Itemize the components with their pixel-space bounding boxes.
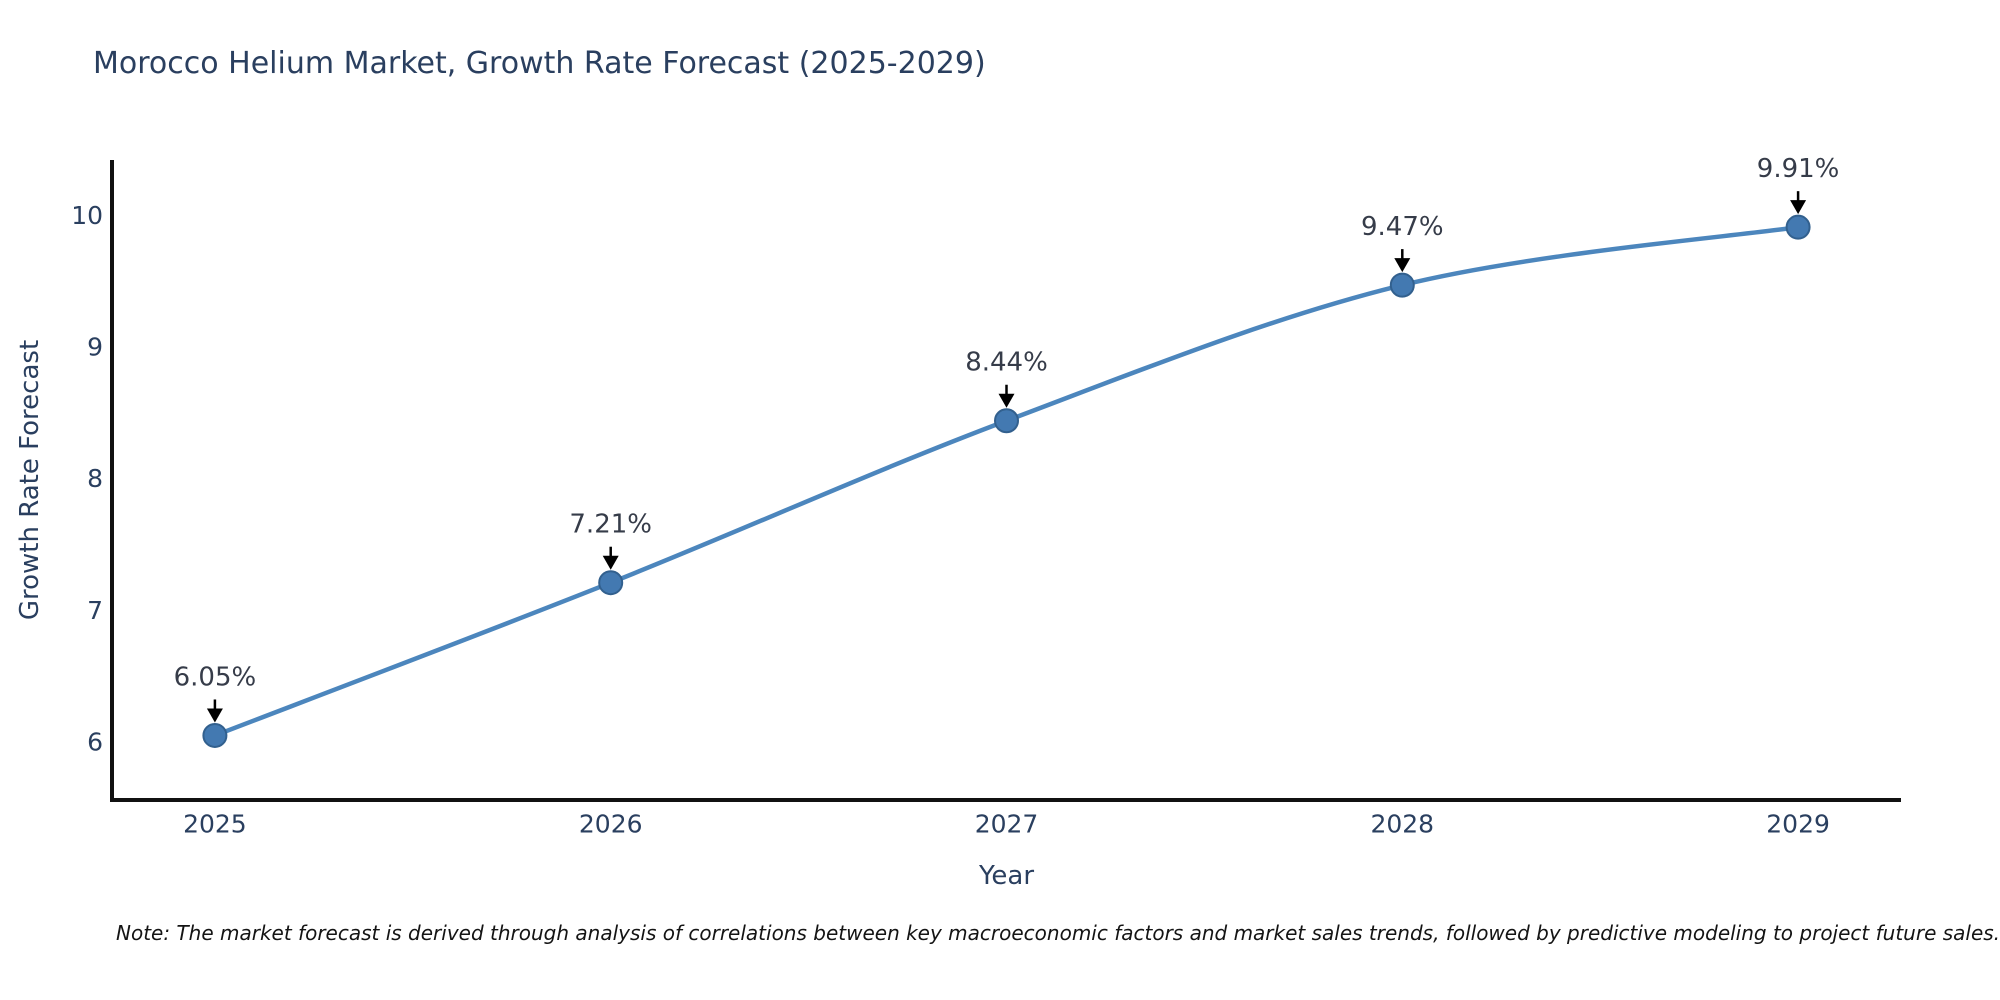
- point-value-label: 7.21%: [569, 510, 652, 540]
- annotation-arrow-head: [602, 555, 619, 570]
- x-tick-label: 2028: [1370, 810, 1434, 839]
- y-tick-label: 8: [87, 464, 103, 493]
- data-point-marker-2026[interactable]: [598, 570, 624, 596]
- chart-footnote: Note: The market forecast is derived thr…: [116, 921, 2000, 945]
- annotation-arrow-head: [1394, 258, 1411, 273]
- annotation-arrow-head: [206, 708, 223, 723]
- y-axis-title: Growth Rate Forecast: [15, 340, 45, 620]
- x-tick-label: 2027: [975, 810, 1039, 839]
- chart-title: Morocco Helium Market, Growth Rate Forec…: [93, 46, 986, 81]
- annotation-arrow-head: [1790, 200, 1807, 215]
- data-point-marker-2028[interactable]: [1389, 272, 1415, 298]
- data-point-marker-2029[interactable]: [1785, 214, 1811, 240]
- forecast-line-series: [212, 224, 1801, 738]
- point-value-label: 9.47%: [1361, 212, 1444, 242]
- x-axis-title: Year: [978, 861, 1034, 891]
- point-value-label: 8.44%: [965, 348, 1048, 378]
- x-tick-label: 2025: [183, 810, 247, 839]
- y-tick-label: 6: [87, 728, 103, 757]
- data-point-marker-2027[interactable]: [994, 408, 1019, 434]
- x-tick-label: 2029: [1766, 810, 1830, 839]
- point-value-label: 6.05%: [174, 662, 257, 692]
- y-tick-label: 7: [87, 596, 103, 625]
- y-tick-label: 10: [71, 201, 103, 230]
- x-tick-label: 2026: [579, 810, 643, 839]
- data-point-marker-2025[interactable]: [202, 722, 228, 748]
- y-tick-label: 9: [87, 332, 103, 361]
- point-value-label: 9.91%: [1757, 154, 1840, 184]
- annotation-arrow-head: [998, 393, 1015, 408]
